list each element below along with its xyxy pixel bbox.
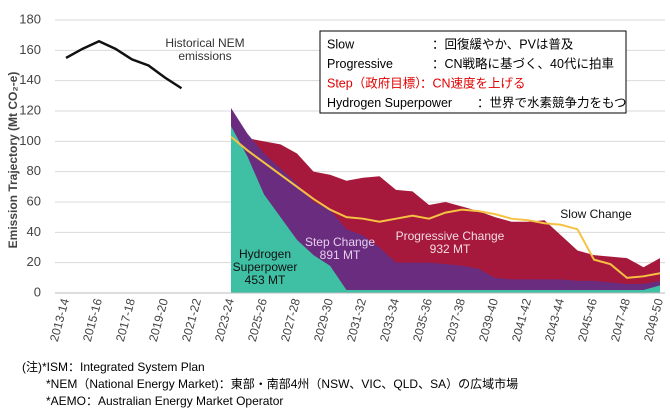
y-tick-label: 160 <box>19 42 41 57</box>
x-tick-label: 2041-42 <box>509 297 534 343</box>
x-tick-label: 2025-26 <box>245 297 270 343</box>
annotation: Slow Change <box>560 207 632 221</box>
annotation: Step Change <box>305 235 375 249</box>
annotation: Historical NEM <box>165 36 244 50</box>
y-tick-label: 40 <box>27 224 41 239</box>
x-tick-label: 2033-34 <box>377 297 402 343</box>
y-tick-label: 100 <box>19 133 41 148</box>
annotation: emissions <box>178 49 231 63</box>
x-tick-label: 2021-22 <box>179 297 204 343</box>
x-tick-label: 2019-20 <box>146 297 171 343</box>
x-tick-label: 2031-32 <box>344 297 369 343</box>
y-axis-label: Emission Trajectory (Mt CO₂-e) <box>6 72 20 249</box>
footnote: (注)*ISM：Integrated System Plan <box>22 359 205 374</box>
legend-key: Hydrogen Superpower <box>327 96 452 110</box>
annotation: Hydrogen <box>239 247 291 261</box>
y-tick-label: 120 <box>19 102 41 117</box>
y-tick-label: 20 <box>27 254 41 269</box>
legend-desc: ：CN速度を上げる <box>420 75 526 90</box>
legend-desc: ：CN戦略に基づく、40代に拍車 <box>432 56 614 71</box>
x-tick-label: 2039-40 <box>476 297 501 343</box>
legend-key: Slow <box>327 37 355 51</box>
legend-desc: ：世界で水素競争力をもつ <box>477 95 627 110</box>
x-tick-label: 2029-30 <box>311 297 336 343</box>
y-tick-label: 80 <box>27 163 41 178</box>
legend-key: Progressive <box>327 57 393 71</box>
x-tick-label: 2049-50 <box>641 297 666 343</box>
y-tick-label: 140 <box>19 72 41 87</box>
footnote: *AEMO：Australian Energy Market Operator <box>46 394 283 408</box>
legend-desc: ：回復緩やか、PVは普及 <box>432 36 574 51</box>
x-tick-label: 2035-36 <box>410 297 435 343</box>
line <box>65 39 183 90</box>
x-tick-label: 2015-16 <box>80 297 105 343</box>
annotation: Progressive Change <box>396 229 505 243</box>
x-tick-label: 2027-28 <box>278 297 303 343</box>
x-tick-label: 2023-24 <box>212 297 237 343</box>
annotation: Superpower <box>233 260 298 274</box>
annotation: 453 MT <box>245 273 286 287</box>
annotation: 891 MT <box>320 248 361 262</box>
x-tick-label: 2037-38 <box>443 297 468 343</box>
y-tick-label: 180 <box>19 11 41 26</box>
footnote: *NEM（National Energy Market)：東部・南部4州（NSW… <box>46 376 518 391</box>
area <box>231 107 660 293</box>
line <box>230 136 661 279</box>
area <box>231 126 660 294</box>
legend-key: Step（政府目標） <box>327 75 428 90</box>
x-tick-label: 2043-44 <box>542 297 567 343</box>
x-tick-label: 2013-14 <box>47 297 72 343</box>
y-tick-label: 0 <box>34 284 41 299</box>
x-tick-label: 2047-48 <box>608 297 633 343</box>
x-tick-label: 2017-18 <box>113 297 138 343</box>
y-tick-label: 60 <box>27 193 41 208</box>
legend-box <box>319 30 627 114</box>
annotation: 932 MT <box>430 242 471 256</box>
x-tick-label: 2045-46 <box>575 297 600 343</box>
